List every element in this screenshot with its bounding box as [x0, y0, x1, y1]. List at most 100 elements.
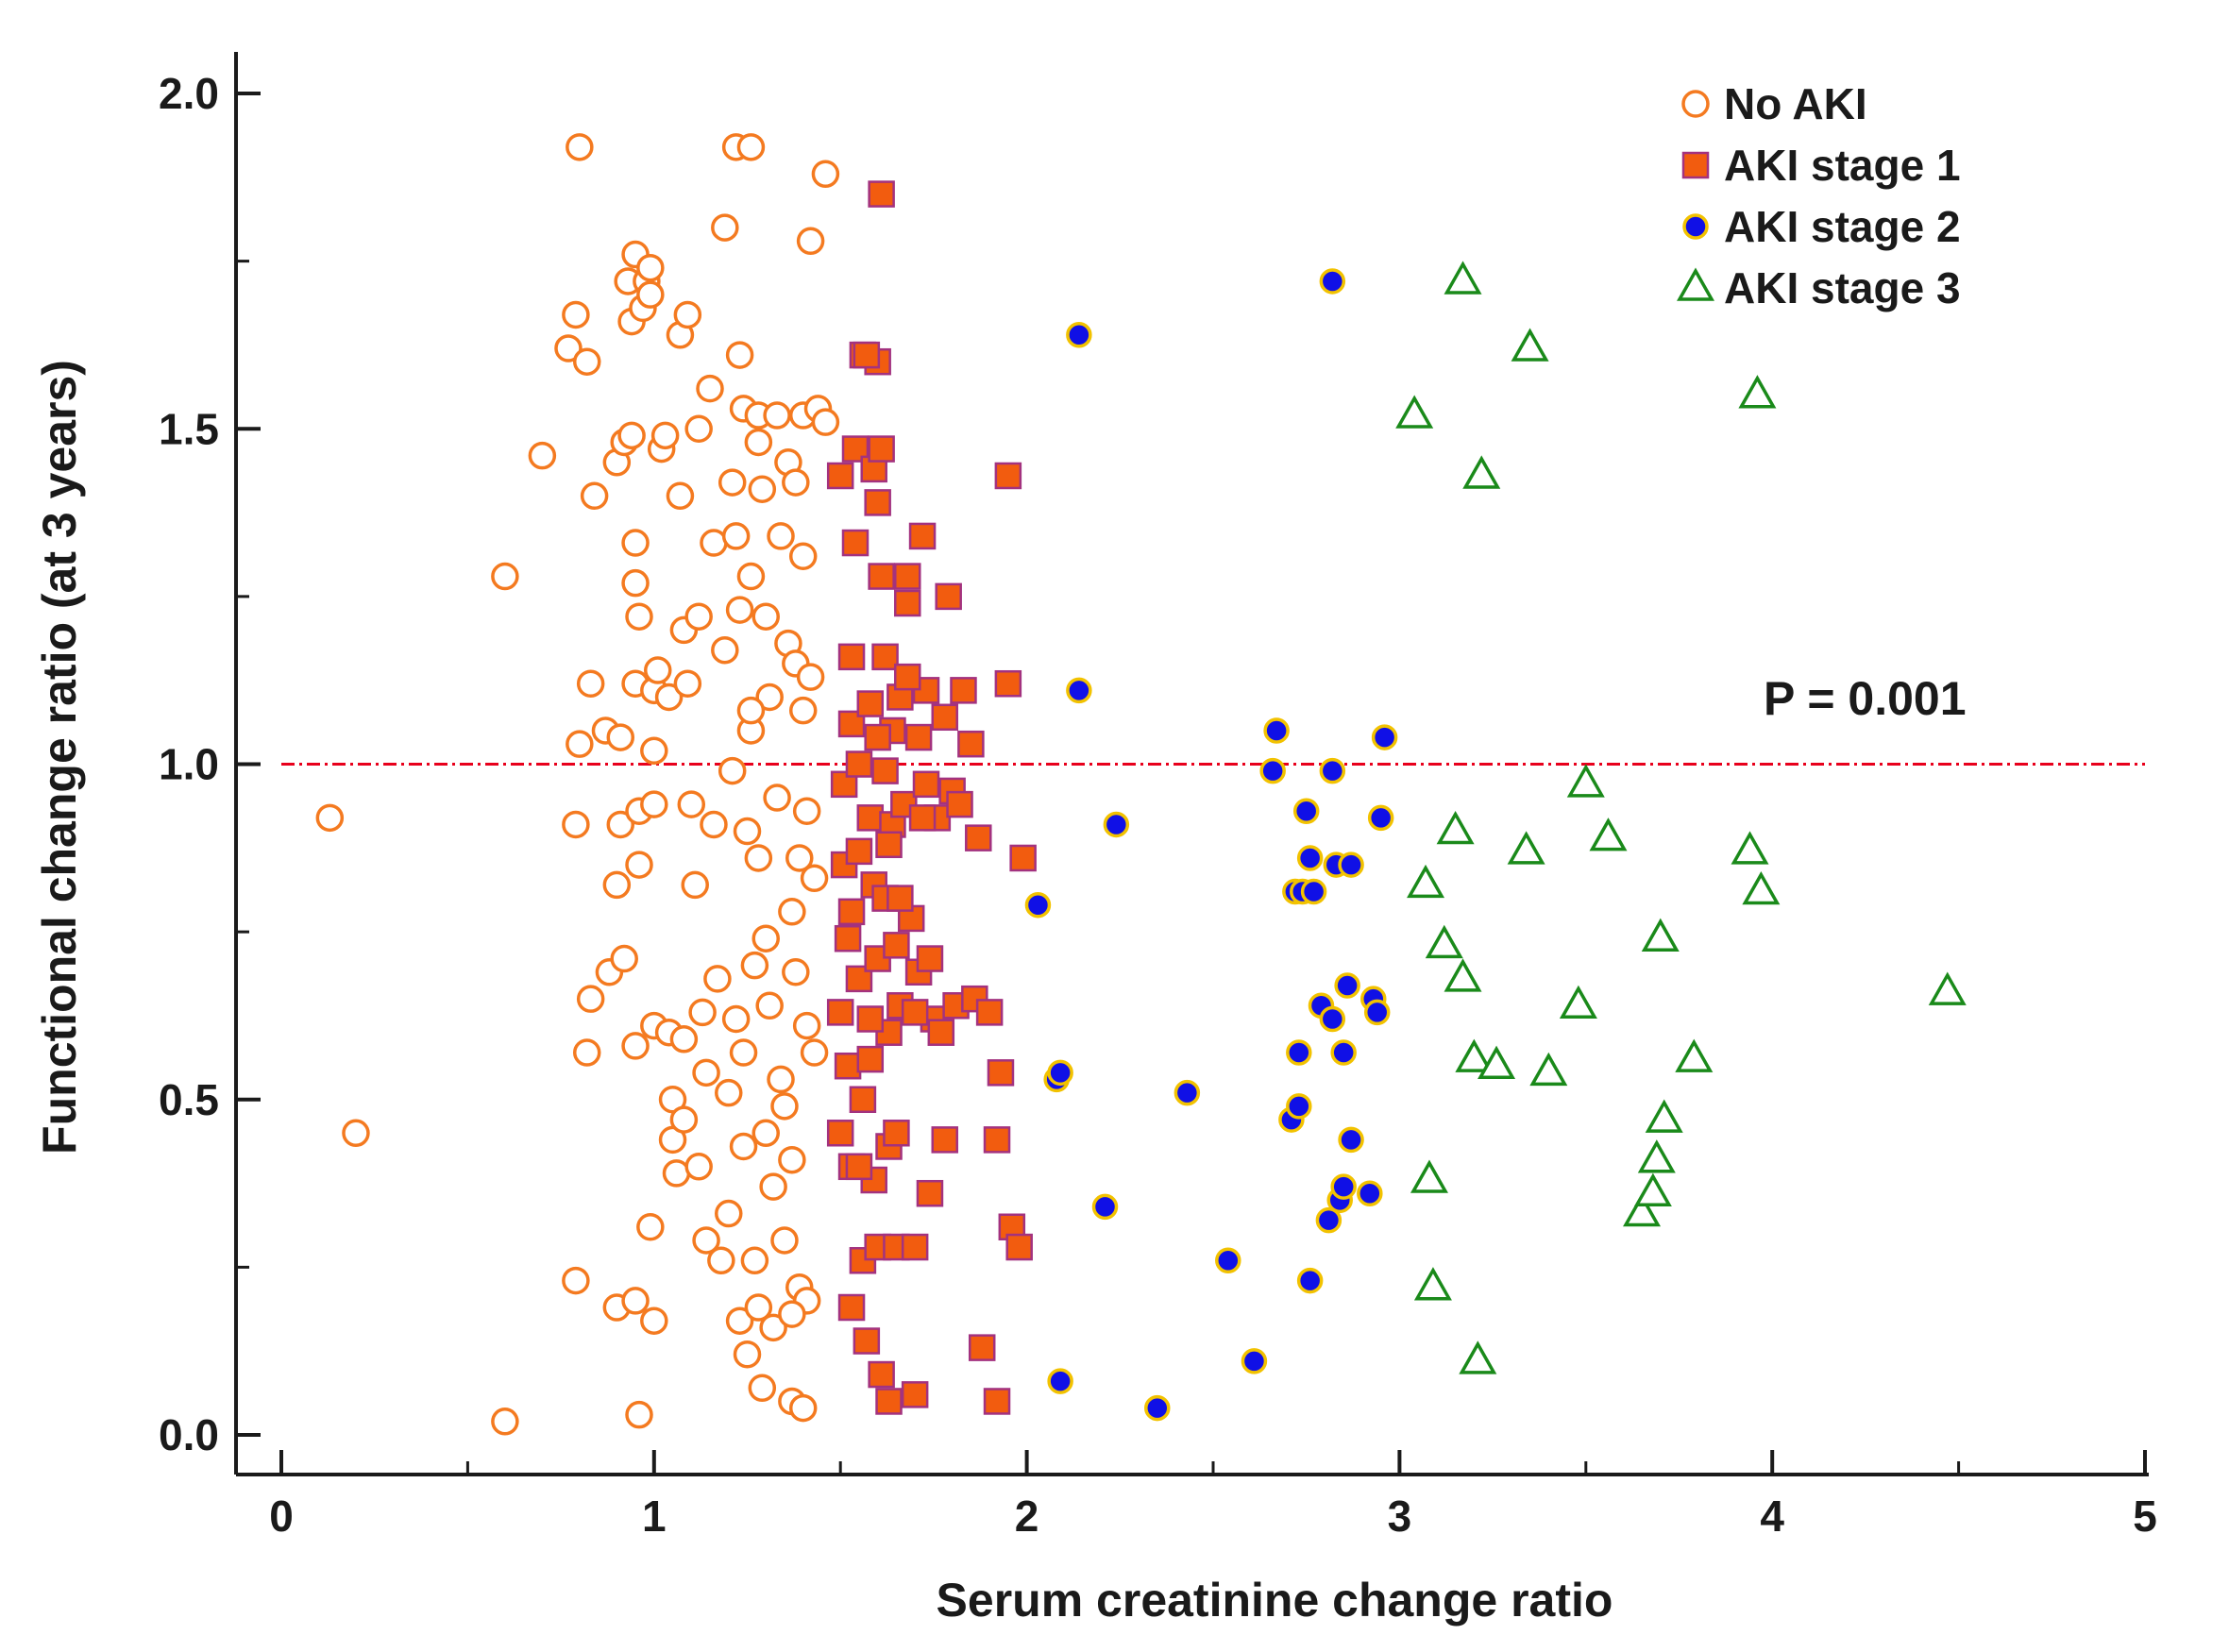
data-point — [1047, 1368, 1073, 1394]
data-point — [640, 790, 668, 818]
data-point — [744, 844, 773, 872]
data-point — [856, 804, 885, 832]
p-value-annotation: P = 0.001 — [1764, 672, 1967, 725]
data-point — [837, 643, 866, 671]
data-point — [965, 824, 992, 851]
data-point — [957, 730, 985, 758]
data-point — [707, 1246, 735, 1275]
data-point — [826, 462, 854, 490]
y-tick-label: 2.0 — [159, 69, 219, 118]
data-point — [871, 643, 899, 671]
data-point — [673, 300, 702, 329]
data-point — [566, 133, 594, 161]
x-tick-label: 2 — [1015, 1492, 1039, 1541]
data-point — [1425, 924, 1463, 959]
y-tick-label: 1.5 — [159, 404, 219, 453]
data-point — [987, 1059, 1015, 1087]
series-aki-stage-1 — [826, 180, 1037, 1415]
data-point — [602, 870, 632, 900]
data-point — [868, 563, 895, 590]
data-point — [792, 797, 821, 825]
legend-marker — [1681, 151, 1710, 179]
data-point — [1330, 1173, 1357, 1200]
data-point — [1645, 1099, 1683, 1133]
data-point — [770, 1092, 799, 1121]
data-point — [610, 944, 638, 973]
y-tick-label: 1.0 — [159, 740, 219, 789]
legend-label: No AKI — [1724, 79, 1867, 128]
data-point — [1444, 261, 1482, 295]
data-point — [1047, 1059, 1073, 1087]
x-tick-label: 1 — [642, 1492, 667, 1541]
data-point — [908, 804, 937, 832]
data-point — [625, 851, 653, 879]
data-point — [715, 1199, 743, 1228]
data-point — [1462, 455, 1501, 489]
x-tick-label: 3 — [1388, 1492, 1412, 1541]
data-point — [778, 1300, 806, 1328]
data-point — [864, 723, 891, 751]
data-point — [785, 844, 814, 872]
data-point — [315, 803, 345, 833]
legend-label: AKI stage 2 — [1724, 202, 1961, 251]
data-point — [669, 1025, 699, 1054]
data-point — [868, 180, 895, 208]
data-point — [625, 1400, 653, 1429]
data-point — [975, 999, 1004, 1026]
data-point — [1459, 1340, 1497, 1374]
data-point — [733, 1340, 762, 1369]
data-point — [894, 663, 921, 691]
data-point — [1371, 724, 1398, 750]
data-point — [1066, 677, 1092, 704]
data-point — [834, 924, 862, 952]
data-point — [621, 568, 650, 598]
data-point — [636, 280, 665, 309]
data-point — [845, 750, 873, 778]
data-point — [894, 563, 921, 590]
data-point — [718, 756, 747, 785]
data-point — [788, 542, 818, 570]
data-point — [1334, 972, 1360, 999]
data-point — [834, 1052, 862, 1080]
legend-marker — [1681, 90, 1710, 118]
data-point — [968, 1334, 996, 1361]
data-point — [904, 723, 933, 751]
data-point — [1444, 958, 1482, 992]
data-point — [1009, 844, 1037, 872]
data-point — [811, 160, 840, 189]
data-point — [788, 1393, 818, 1423]
x-tick-label: 4 — [1760, 1492, 1784, 1541]
data-point — [1091, 1193, 1119, 1221]
data-point — [856, 690, 885, 717]
data-point — [983, 1126, 1011, 1154]
data-point — [751, 1119, 780, 1148]
data-point — [1338, 1126, 1364, 1154]
data-point — [883, 932, 910, 959]
data-point — [796, 663, 825, 691]
data-point — [994, 462, 1022, 490]
data-point — [617, 421, 646, 450]
data-point — [621, 1287, 650, 1315]
data-point — [950, 677, 977, 704]
data-point — [640, 736, 668, 766]
data-point — [767, 1065, 795, 1094]
data-point — [1315, 1206, 1342, 1234]
data-point — [736, 696, 766, 725]
data-point — [572, 1038, 601, 1067]
data-point — [778, 1145, 806, 1174]
data-point — [770, 1226, 799, 1255]
data-point — [927, 1019, 955, 1046]
data-point — [853, 1327, 881, 1355]
data-point — [868, 1360, 895, 1389]
data-point — [681, 870, 709, 900]
legend-marker — [1682, 213, 1709, 240]
data-point — [912, 770, 940, 799]
data-point — [826, 999, 854, 1026]
data-point — [669, 1105, 699, 1134]
data-point — [725, 596, 754, 624]
data-point — [908, 522, 937, 550]
data-point — [625, 602, 653, 631]
data-point — [1413, 1267, 1452, 1301]
data-point — [845, 1153, 873, 1181]
data-point — [759, 1172, 787, 1201]
